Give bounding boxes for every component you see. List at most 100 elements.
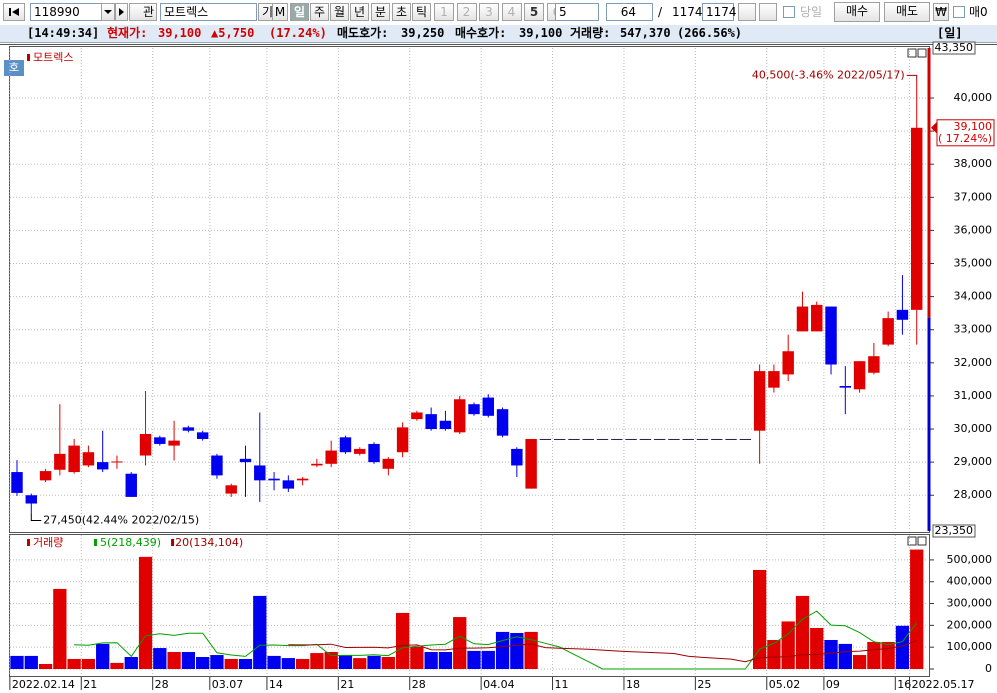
candle-body (625, 438, 637, 440)
number-button[interactable]: 2 (456, 3, 477, 21)
volume-bar (381, 657, 395, 669)
candle-body (639, 438, 652, 440)
x-tick-label: 18 (626, 678, 640, 691)
candle-body (425, 414, 437, 430)
high-note: 40,500(-3.46% 2022/05/17) (752, 68, 905, 81)
period-button[interactable]: 주 (310, 3, 329, 21)
ma-marker (94, 539, 97, 546)
candle-body (611, 438, 623, 440)
x-tick-label: 28 (412, 678, 426, 691)
low-note: 27,450(42.44% 2022/02/15) (43, 513, 199, 526)
total-input[interactable]: 1174 (702, 3, 737, 21)
code-input[interactable]: 118990 (30, 3, 102, 21)
buy-button[interactable]: 매수 (834, 2, 880, 22)
axis-min: 23,350 (935, 524, 974, 537)
y-tick-label: 38,000 (954, 157, 993, 170)
volume-bar (338, 655, 353, 669)
volume-bar (324, 651, 338, 669)
volume-title: 거래량 (33, 536, 63, 549)
checkbox[interactable] (953, 6, 965, 18)
volume-bar (367, 655, 381, 669)
last-price: 39,100 (954, 120, 993, 133)
volume-bar (210, 655, 224, 669)
candle-body (896, 309, 909, 320)
period-button[interactable]: 분 (371, 3, 390, 21)
today-label: 당일 (800, 5, 823, 19)
candle-body (368, 443, 380, 463)
bid: 39,100 (519, 26, 563, 40)
candle-body (882, 318, 894, 345)
number-button[interactable]: 3 (479, 3, 499, 21)
x-tick-label: 28 (155, 678, 169, 691)
last-change: ( 17.24%) (938, 132, 992, 145)
number-button[interactable]: 1 (434, 3, 454, 21)
sell-button[interactable]: 매도 (884, 2, 930, 22)
candle-body (868, 356, 880, 373)
period-select[interactable]: 5 (555, 3, 599, 21)
y-tick-label: 100,000 (947, 640, 993, 653)
last-price-box (936, 119, 995, 147)
number-button[interactable]: 5 (524, 3, 544, 21)
y-tick-label: 36,000 (954, 223, 993, 236)
ma-label: (134,104) (189, 536, 243, 549)
candle-body (225, 485, 237, 494)
icon-button[interactable] (738, 3, 756, 21)
period-button[interactable]: 초 (392, 3, 411, 21)
first-button[interactable] (3, 3, 25, 21)
volume-bar (767, 639, 781, 669)
volume-bar (438, 651, 453, 669)
volume-bar (295, 658, 310, 669)
period-button[interactable]: 틱 (412, 3, 431, 21)
icon-button[interactable] (759, 3, 777, 21)
price-label: 현재가: (107, 26, 148, 40)
y-tick-label: 37,000 (954, 190, 993, 203)
candle-body (196, 432, 209, 439)
checkbox[interactable] (783, 6, 795, 18)
volume-bar (138, 556, 153, 669)
won-button[interactable]: ₩ (933, 3, 949, 21)
volume-bar (867, 641, 881, 669)
candle-body (11, 472, 23, 493)
volume-bar (181, 651, 196, 669)
candle-body (439, 420, 452, 430)
x-tick-label: 03.07 (212, 678, 244, 691)
period-button[interactable]: M (272, 3, 288, 21)
volume-bar (153, 648, 167, 669)
panel-icon[interactable] (907, 48, 917, 58)
volume-bar (196, 657, 210, 669)
period-button[interactable]: 일 (290, 3, 309, 21)
x-tick-label: 21 (83, 678, 97, 691)
period: [일] (937, 26, 963, 40)
search-button[interactable]: 관 (129, 3, 157, 21)
volume-bar (267, 655, 281, 669)
name-input[interactable]: 모트렉스 (160, 3, 257, 21)
ask-label: 매도호가: (337, 26, 389, 40)
volume-bar (224, 658, 238, 669)
ma-marker (171, 539, 175, 546)
number-button[interactable]: 4 (501, 3, 522, 21)
dropdown[interactable] (101, 3, 115, 21)
candle-body (653, 438, 666, 440)
volume-bar (510, 633, 524, 669)
x-tick-label: 2022.02.14 (12, 678, 75, 691)
badge: 호 (9, 61, 19, 74)
panel-icon[interactable] (917, 48, 927, 58)
x-tick-label: 11 (555, 678, 569, 691)
panel-icon[interactable] (907, 536, 917, 546)
volume-bar (53, 588, 67, 669)
volume: 547,370 (620, 26, 671, 40)
candle-body (211, 455, 223, 476)
count-input[interactable]: 64 (606, 3, 653, 21)
period-button[interactable]: 년 (350, 3, 369, 21)
volume-bar (67, 658, 81, 669)
volume-bar (495, 631, 510, 669)
period-button[interactable]: 월 (330, 3, 349, 21)
next-button[interactable] (115, 3, 128, 21)
y-tick-label: 28,000 (954, 488, 993, 501)
ma-period: 5 (100, 536, 107, 549)
volume-bar (467, 650, 481, 669)
total: 1174 (672, 5, 703, 19)
price-panel (9, 46, 930, 533)
panel-icon[interactable] (917, 536, 927, 546)
